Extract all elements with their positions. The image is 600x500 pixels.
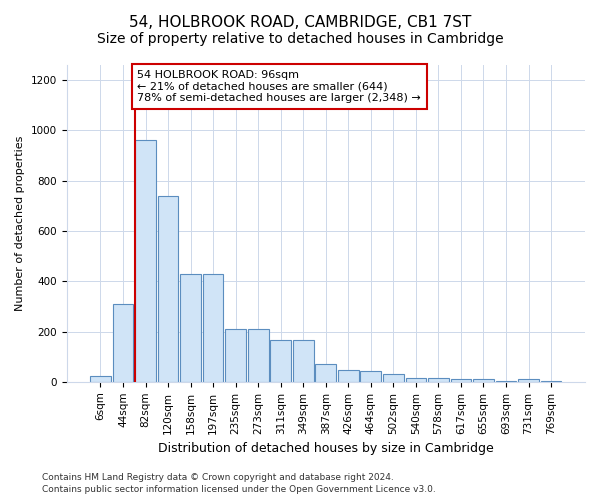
Bar bbox=[406, 378, 426, 382]
Bar bbox=[248, 329, 269, 382]
Bar bbox=[541, 381, 562, 382]
Text: Size of property relative to detached houses in Cambridge: Size of property relative to detached ho… bbox=[97, 32, 503, 46]
Bar bbox=[338, 370, 359, 382]
Bar bbox=[496, 380, 517, 382]
Bar bbox=[225, 329, 246, 382]
Text: Contains HM Land Registry data © Crown copyright and database right 2024.: Contains HM Land Registry data © Crown c… bbox=[42, 473, 394, 482]
Bar bbox=[428, 378, 449, 382]
Text: 54 HOLBROOK ROAD: 96sqm
← 21% of detached houses are smaller (644)
78% of semi-d: 54 HOLBROOK ROAD: 96sqm ← 21% of detache… bbox=[137, 70, 421, 103]
Bar bbox=[383, 374, 404, 382]
Bar bbox=[316, 364, 336, 382]
X-axis label: Distribution of detached houses by size in Cambridge: Distribution of detached houses by size … bbox=[158, 442, 494, 455]
Bar bbox=[451, 380, 472, 382]
Bar bbox=[518, 380, 539, 382]
Bar bbox=[113, 304, 133, 382]
Bar bbox=[90, 376, 111, 382]
Bar bbox=[180, 274, 201, 382]
Bar bbox=[361, 370, 381, 382]
Bar bbox=[293, 340, 314, 382]
Bar bbox=[473, 380, 494, 382]
Text: 54, HOLBROOK ROAD, CAMBRIDGE, CB1 7ST: 54, HOLBROOK ROAD, CAMBRIDGE, CB1 7ST bbox=[129, 15, 471, 30]
Bar bbox=[135, 140, 156, 382]
Bar bbox=[158, 196, 178, 382]
Text: Contains public sector information licensed under the Open Government Licence v3: Contains public sector information licen… bbox=[42, 486, 436, 494]
Bar bbox=[271, 340, 291, 382]
Bar bbox=[203, 274, 223, 382]
Y-axis label: Number of detached properties: Number of detached properties bbox=[15, 136, 25, 311]
